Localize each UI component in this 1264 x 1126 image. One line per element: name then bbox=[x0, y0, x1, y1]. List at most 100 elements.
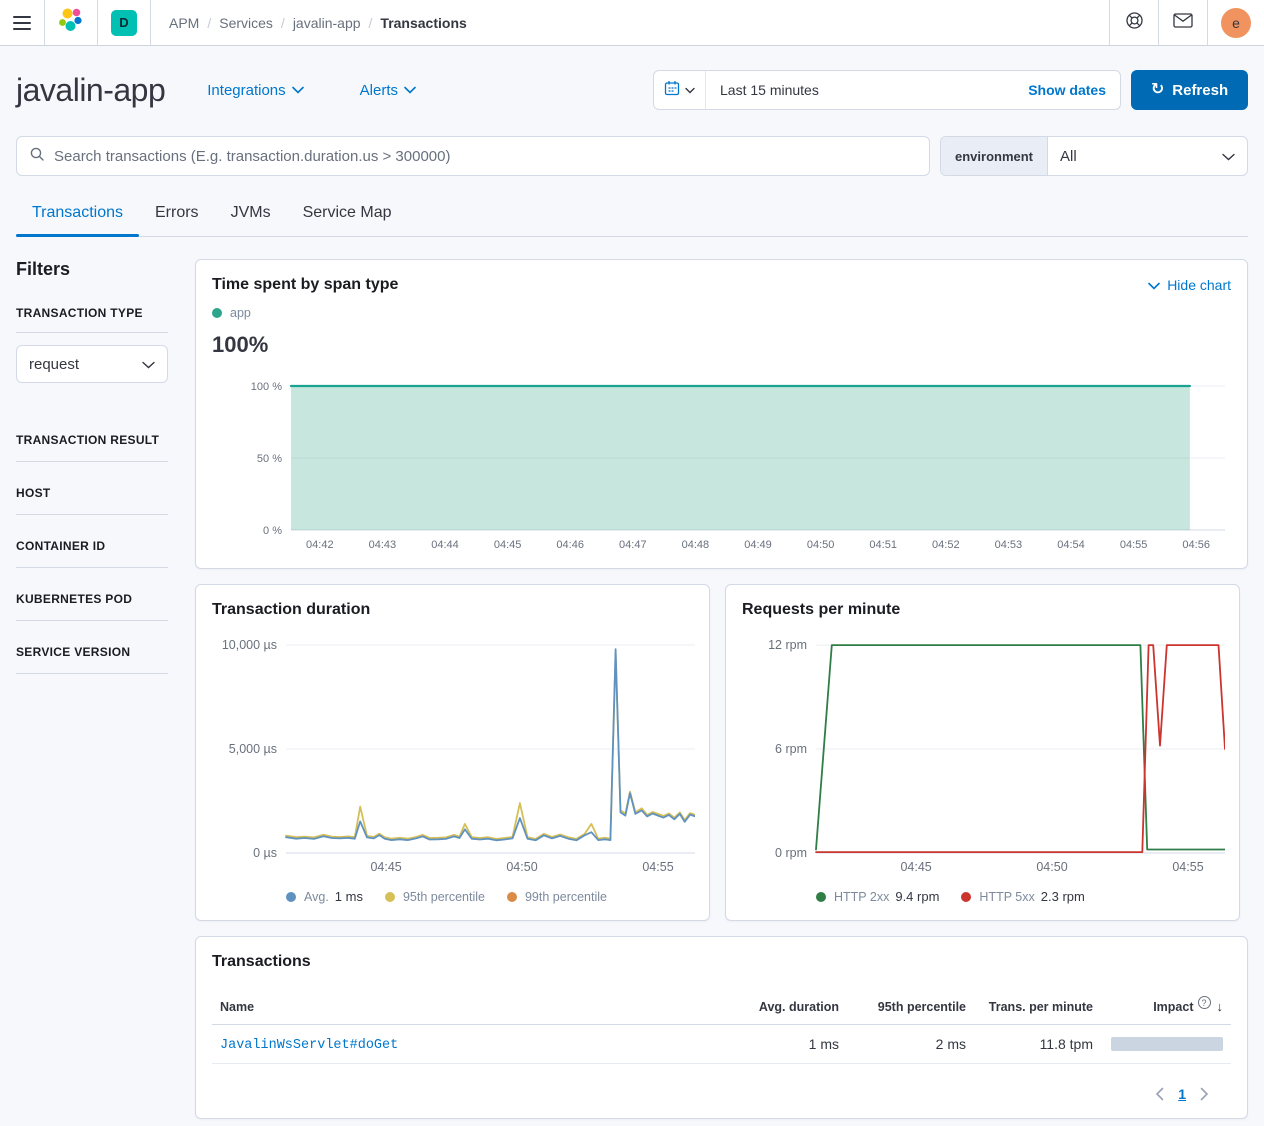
environment-label: environment bbox=[941, 137, 1049, 175]
svg-text:04:49: 04:49 bbox=[744, 539, 772, 551]
svg-text:04:55: 04:55 bbox=[1172, 860, 1203, 874]
refresh-label: Refresh bbox=[1172, 81, 1229, 99]
integrations-menu-button[interactable]: Integrations bbox=[207, 81, 304, 99]
transaction-type-select[interactable]: request bbox=[16, 345, 168, 383]
rpm-chart-title: Requests per minute bbox=[742, 601, 901, 618]
user-avatar[interactable]: e bbox=[1221, 7, 1251, 38]
requests-per-minute-chart[interactable]: 12 rpm 6 rpm 0 rpm 04:45 04:50 04:55 bbox=[742, 631, 1225, 879]
pagination: 1 bbox=[212, 1086, 1231, 1102]
page-1-button[interactable]: 1 bbox=[1178, 1086, 1186, 1102]
elastic-logo-icon bbox=[58, 7, 84, 38]
span-type-headline-value: 100% bbox=[212, 332, 269, 357]
previous-page-icon[interactable] bbox=[1155, 1087, 1164, 1101]
legend-item[interactable]: 95th percentile bbox=[384, 890, 485, 904]
transactions-table: Name Avg. duration 95th percentile Trans… bbox=[212, 985, 1231, 1064]
integrations-label: Integrations bbox=[207, 81, 286, 99]
chevron-down-icon bbox=[1148, 277, 1160, 293]
filter-host[interactable]: HOST bbox=[16, 486, 168, 515]
tab-errors[interactable]: Errors bbox=[155, 204, 199, 221]
chevron-down-icon bbox=[1222, 148, 1235, 165]
time-spent-by-span-type-panel: Time spent by span type Hide chart app 1… bbox=[195, 259, 1248, 569]
svg-text:04:55: 04:55 bbox=[642, 860, 673, 874]
environment-filter: environment All bbox=[940, 136, 1248, 176]
legend-item[interactable]: Avg. 1 ms bbox=[286, 889, 363, 904]
table-body: JavalinWsServlet#doGet 1 ms 2 ms 11.8 tpm bbox=[212, 1025, 1231, 1064]
user-menu-button[interactable]: e bbox=[1208, 0, 1264, 45]
space-selector[interactable]: D bbox=[98, 0, 150, 45]
table-header-row: Name Avg. duration 95th percentile Trans… bbox=[212, 985, 1231, 1025]
filter-kubernetes-pod[interactable]: KUBERNETES POD bbox=[16, 592, 168, 621]
filter-transaction-result[interactable]: TRANSACTION RESULT bbox=[16, 433, 168, 462]
svg-text:04:54: 04:54 bbox=[1057, 539, 1085, 551]
svg-text:04:50: 04:50 bbox=[506, 860, 537, 874]
next-page-icon[interactable] bbox=[1200, 1087, 1209, 1101]
legend-dot-icon bbox=[506, 891, 517, 902]
column-95th-percentile[interactable]: 95th percentile bbox=[877, 999, 966, 1014]
show-dates-button[interactable]: Show dates bbox=[1028, 82, 1106, 98]
search-box[interactable] bbox=[16, 136, 930, 176]
impact-label: Impact bbox=[1153, 999, 1194, 1014]
legend-item[interactable]: HTTP 5xx 2.3 rpm bbox=[961, 889, 1085, 904]
svg-text:12 rpm: 12 rpm bbox=[768, 638, 807, 652]
svg-text:04:55: 04:55 bbox=[1120, 539, 1148, 551]
refresh-button[interactable]: ↻ Refresh bbox=[1131, 70, 1248, 110]
column-impact[interactable]: Impact ? ↓ bbox=[1093, 996, 1224, 1014]
svg-text:0 rpm: 0 rpm bbox=[775, 846, 807, 860]
divider bbox=[1207, 0, 1208, 45]
filter-container-id[interactable]: CONTAINER ID bbox=[16, 539, 168, 568]
newsfeed-button[interactable] bbox=[1159, 0, 1207, 45]
svg-text:0 µs: 0 µs bbox=[253, 846, 277, 860]
environment-select[interactable]: All bbox=[1048, 137, 1247, 175]
column-avg-duration[interactable]: Avg. duration bbox=[758, 999, 839, 1014]
service-header: javalin-app Integrations Alerts bbox=[16, 46, 1248, 110]
rpm-legend: HTTP 2xx 9.4 rpm HTTP 5xx 2.3 rpm bbox=[816, 889, 1223, 904]
alerts-menu-button[interactable]: Alerts bbox=[360, 82, 416, 99]
sort-descending-icon[interactable]: ↓ bbox=[1216, 999, 1224, 1014]
svg-text:04:51: 04:51 bbox=[869, 539, 897, 551]
space-badge[interactable]: D bbox=[111, 9, 137, 36]
tab-service-map[interactable]: Service Map bbox=[302, 204, 392, 221]
search-transactions-input[interactable] bbox=[54, 147, 917, 165]
transaction-link[interactable]: JavalinWsServlet#doGet bbox=[220, 1038, 399, 1053]
column-name[interactable]: Name bbox=[220, 999, 255, 1014]
avg-duration-value: 1 ms bbox=[808, 1036, 839, 1052]
legend-dot-icon bbox=[212, 308, 222, 318]
svg-text:50 %: 50 % bbox=[257, 453, 282, 465]
transactions-table-title: Transactions bbox=[212, 953, 311, 970]
mail-icon bbox=[1173, 12, 1193, 33]
legend-value: 1 ms bbox=[334, 889, 363, 904]
breadcrumb-separator: / bbox=[207, 14, 212, 31]
filters-title: Filters bbox=[16, 259, 71, 279]
refresh-icon: ↻ bbox=[1150, 81, 1165, 98]
menu-button[interactable] bbox=[0, 0, 44, 45]
svg-text:04:42: 04:42 bbox=[306, 539, 334, 551]
help-button[interactable] bbox=[1110, 0, 1158, 45]
legend-item[interactable]: HTTP 2xx 9.4 rpm bbox=[816, 889, 939, 904]
page-title: javalin-app bbox=[16, 71, 166, 108]
breadcrumb-services[interactable]: Services bbox=[219, 14, 273, 31]
column-trans-per-minute[interactable]: Trans. per minute bbox=[988, 999, 1093, 1014]
breadcrumb-apm[interactable]: APM bbox=[169, 14, 200, 31]
tab-transactions[interactable]: Transactions bbox=[16, 198, 139, 237]
hamburger-icon[interactable] bbox=[13, 15, 31, 30]
quick-select-menu-button[interactable] bbox=[654, 71, 706, 109]
impact-help-icon[interactable]: ? bbox=[1197, 996, 1211, 1009]
tab-jvms[interactable]: JVMs bbox=[230, 204, 271, 221]
breadcrumb-service[interactable]: javalin-app bbox=[292, 14, 361, 31]
hide-chart-button[interactable]: Hide chart bbox=[1148, 277, 1231, 293]
home-button[interactable] bbox=[45, 0, 97, 45]
svg-text:04:53: 04:53 bbox=[995, 539, 1023, 551]
span-type-chart[interactable]: 100 % 50 % 0 % 04:42 04:43 04:44 04:45 04:46 04:… bbox=[212, 372, 1231, 552]
filter-service-version[interactable]: SERVICE VERSION bbox=[16, 645, 168, 674]
transaction-type-value: request bbox=[29, 355, 80, 373]
svg-text:5,000 µs: 5,000 µs bbox=[229, 742, 277, 756]
legend-item[interactable]: app bbox=[212, 306, 251, 320]
transaction-duration-chart[interactable]: 10,000 µs 5,000 µs 0 µs 04:45 04:50 04:55 bbox=[212, 631, 695, 879]
legend-item[interactable]: 99th percentile bbox=[506, 890, 607, 904]
legend-label: HTTP 2xx bbox=[834, 889, 890, 904]
breadcrumb: APM / Services / javalin-app / Transacti… bbox=[151, 0, 480, 45]
time-range-value[interactable]: Last 15 minutes bbox=[720, 82, 819, 98]
svg-text:04:56: 04:56 bbox=[1182, 539, 1210, 551]
svg-text:04:45: 04:45 bbox=[900, 860, 931, 874]
divider bbox=[1109, 0, 1110, 45]
